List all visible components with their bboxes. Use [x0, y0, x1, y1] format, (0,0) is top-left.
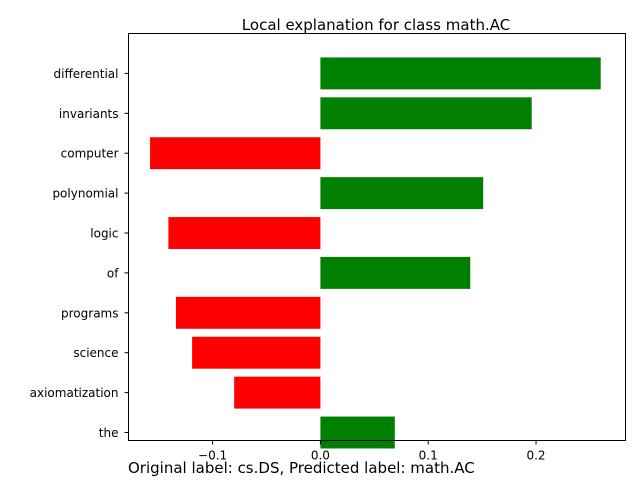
bar-axiomatization — [234, 376, 321, 409]
bar-of — [320, 256, 471, 289]
x-tick-label: −0.1 — [198, 449, 227, 463]
bar-programs — [175, 296, 321, 329]
y-tick-label-the: the — [99, 426, 119, 440]
y-tick-label-differential: differential — [54, 67, 119, 81]
y-axis: differential invariants computer polynomial… — [30, 67, 129, 440]
bar-polynomial — [320, 177, 484, 210]
y-tick-label-programs: programs — [61, 306, 118, 320]
y-tick-label-of: of — [107, 266, 119, 280]
x-tick-label: 0.1 — [419, 449, 438, 463]
bar-science — [192, 336, 321, 369]
y-tick-label-polynomial: polynomial — [52, 187, 118, 201]
x-axis: −0.1 0.0 0.1 0.2 — [198, 440, 546, 463]
bar-computer — [150, 137, 321, 170]
caption: Original label: cs.DS, Predicted label: … — [128, 459, 475, 477]
bars-group — [150, 57, 601, 449]
chart-title: Local explanation for class math.AC — [242, 16, 510, 34]
y-tick-label-computer: computer — [61, 147, 119, 161]
x-tick-label: 0.0 — [311, 449, 330, 463]
bar-logic — [168, 217, 321, 249]
bar-the — [320, 416, 395, 449]
y-tick-label-invariants: invariants — [59, 107, 119, 121]
bar-invariants — [320, 97, 532, 130]
y-tick-label-logic: logic — [90, 227, 118, 241]
y-tick-label-science: science — [73, 346, 118, 360]
bar-differential — [320, 57, 601, 90]
plot-frame — [128, 33, 626, 441]
x-tick-label: 0.2 — [526, 449, 545, 463]
y-tick-label-axiomatization: axiomatization — [30, 386, 119, 400]
